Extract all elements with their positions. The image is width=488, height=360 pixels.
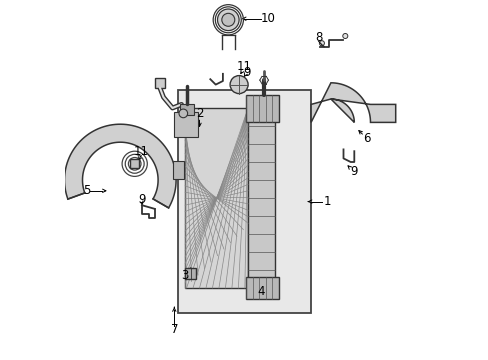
Text: 7: 7 — [170, 323, 178, 336]
Bar — [174, 112, 197, 137]
Text: 8: 8 — [314, 31, 322, 44]
Circle shape — [179, 109, 187, 118]
Polygon shape — [310, 83, 395, 122]
Text: 4: 4 — [256, 285, 264, 298]
Circle shape — [230, 76, 247, 94]
Bar — [246, 277, 278, 299]
Circle shape — [319, 41, 324, 46]
Polygon shape — [64, 124, 176, 208]
Circle shape — [342, 33, 347, 39]
Text: 11: 11 — [237, 60, 251, 73]
Text: 9: 9 — [138, 193, 145, 206]
Text: 2: 2 — [195, 107, 203, 120]
Text: 10: 10 — [260, 12, 275, 25]
Circle shape — [222, 13, 234, 26]
Text: 1: 1 — [323, 195, 330, 208]
Circle shape — [217, 9, 239, 31]
Bar — [185, 108, 247, 288]
Text: 6: 6 — [363, 132, 370, 145]
Bar — [130, 159, 139, 168]
Bar — [178, 90, 310, 313]
Text: 3: 3 — [181, 269, 188, 282]
Bar — [179, 104, 194, 115]
Bar — [155, 78, 164, 88]
Bar — [246, 95, 278, 122]
Text: 5: 5 — [83, 184, 90, 197]
Bar — [185, 268, 196, 279]
Text: 11: 11 — [133, 145, 148, 158]
Text: 9: 9 — [349, 165, 357, 178]
Text: 9: 9 — [243, 66, 251, 78]
Bar — [247, 108, 275, 288]
Bar — [173, 161, 184, 179]
